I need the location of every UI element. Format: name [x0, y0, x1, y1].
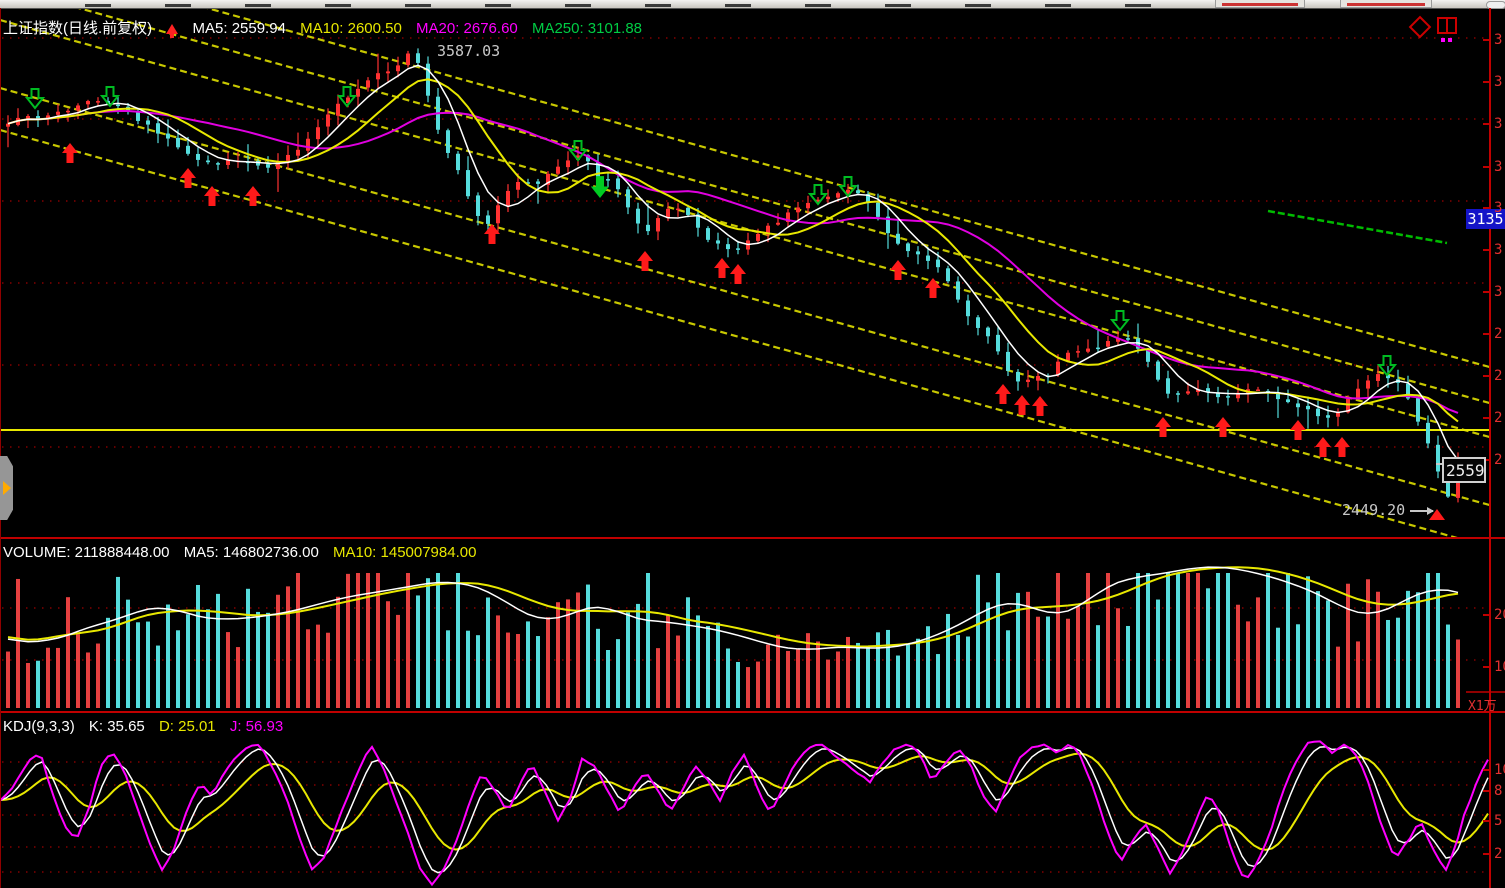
split-window-icon[interactable] [1437, 17, 1457, 34]
main-axis-price-label: 2 [1494, 326, 1503, 342]
expand-arrow-icon [3, 481, 11, 495]
ma5-label: MA5: 2559.94 [192, 20, 286, 37]
up-arrow-icon [166, 24, 179, 38]
magenta-dot-icon [1441, 38, 1445, 42]
last-price-tag: 2559 [1442, 457, 1486, 483]
ma10-label: MA10: 2600.50 [300, 20, 402, 37]
search-capsule[interactable] [1486, 1, 1505, 9]
peak-price-label: 3587.03 [437, 42, 501, 60]
ma250-label: MA250: 3101.88 [531, 20, 643, 37]
main-axis-price-label: 2 [1494, 368, 1503, 384]
menu-button-red-1[interactable] [1215, 0, 1305, 8]
kdj-axis-label: 2 [1494, 846, 1503, 862]
main-axis-price-label: 3 [1494, 242, 1503, 258]
volume-ma5-label: MA5: 146802736.00 [183, 544, 319, 561]
kdj-k-label: K: 35.65 [88, 718, 145, 735]
volume-ma10-label: MA10: 145007984.00 [332, 544, 477, 561]
volume-pane-header: VOLUME: 211888448.00 MA5: 146802736.00 M… [3, 544, 486, 562]
main-axis-price-label: 3 [1494, 74, 1503, 90]
main-axis-price-label: 2 [1494, 452, 1503, 468]
menu-items-clipped[interactable] [85, 4, 1185, 7]
menu-button-red-2[interactable] [1340, 0, 1432, 8]
kdj-axis-label: 10 [1494, 762, 1505, 778]
volume-axis-label: 20 [1494, 607, 1505, 623]
kdj-pane-header: KDJ(9,3,3) K: 35.65 D: 25.01 J: 56.93 [3, 718, 293, 736]
kdj-axis-label: 8 [1494, 783, 1503, 799]
main-axis-price-label: 2 [1494, 410, 1503, 426]
main-pane-header: 上证指数(日线.前复权) MA5: 2559.94 MA10: 2600.50 … [3, 20, 652, 38]
kdj-d-label: D: 25.01 [158, 718, 216, 735]
kdj-axis-label: 5 [1494, 813, 1503, 829]
main-axis-price-label: 3 [1494, 32, 1503, 48]
ma250-axis-badge: 3135 [1466, 209, 1505, 229]
main-axis-price-label: 3 [1494, 116, 1503, 132]
panel-expander-tab[interactable] [0, 456, 13, 520]
main-axis-price-label: 3 [1494, 284, 1503, 300]
volume-axis-label: 10 [1494, 659, 1505, 675]
kdj-title-label: KDJ(9,3,3) [3, 718, 75, 735]
main-axis-price-label: 3 [1494, 200, 1503, 216]
instrument-title: 上证指数(日线.前复权) [3, 20, 153, 37]
low-price-label: 2449.20 [1342, 501, 1406, 519]
kdj-j-label: J: 56.93 [229, 718, 284, 735]
menu-bar[interactable] [0, 0, 1505, 9]
volume-unit-label: X1万 [1468, 699, 1497, 714]
main-axis-price-label: 3 [1494, 159, 1503, 175]
ma20-label: MA20: 2676.60 [416, 20, 518, 37]
volume-value-label: VOLUME: 211888448.00 [3, 544, 170, 561]
magenta-dot-icon [1448, 38, 1452, 42]
